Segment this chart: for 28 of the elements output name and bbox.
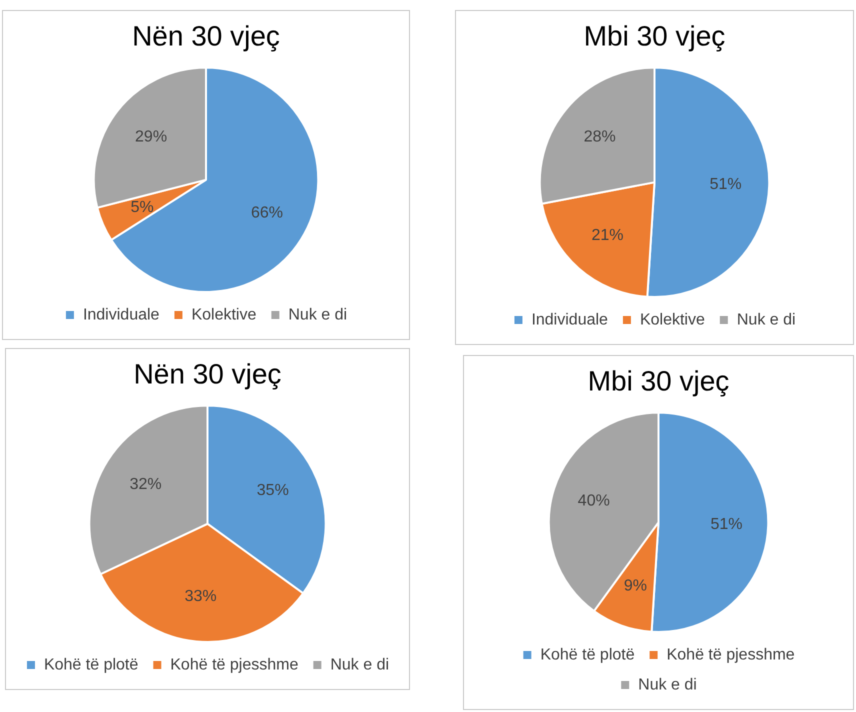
legend-label: Kohë të plotë	[44, 656, 138, 674]
data-label: 5%	[130, 198, 154, 216]
legend-label: Individuale	[82, 306, 160, 324]
legend-label: Nuk e di	[330, 656, 390, 674]
data-label: 32%	[130, 476, 162, 493]
legend-label: Nuk e di	[736, 311, 796, 328]
legend-label: Kolektive	[640, 311, 705, 328]
legend-label: Nuk e di	[638, 676, 697, 694]
legend-label: Kohë të pjesshme	[170, 656, 298, 674]
data-label: 33%	[184, 588, 217, 606]
data-label: 51%	[710, 176, 742, 193]
chart-title: Mbi 30 vjeç	[588, 366, 730, 397]
data-label: 21%	[591, 227, 624, 244]
data-label: 29%	[135, 128, 168, 146]
data-label: 51%	[710, 516, 742, 533]
legend-label: Nuk e di	[288, 306, 348, 324]
data-label: 9%	[624, 578, 648, 595]
data-label: 28%	[584, 128, 616, 146]
legend-label: Individuale	[531, 311, 608, 328]
data-label: 66%	[250, 204, 283, 222]
chart-title: Nën 30 vjeç	[134, 358, 282, 390]
legend-label: Kohë të plotë	[540, 646, 635, 664]
chart-title: Nën 30 vjeç	[132, 20, 280, 52]
chart-title: Mbi 30 vjeç	[584, 20, 726, 52]
data-label: 40%	[578, 492, 610, 510]
legend-label: Kohë të pjesshme	[666, 646, 795, 664]
data-label: 35%	[256, 482, 289, 499]
legend-label: Kolektive	[191, 306, 256, 324]
